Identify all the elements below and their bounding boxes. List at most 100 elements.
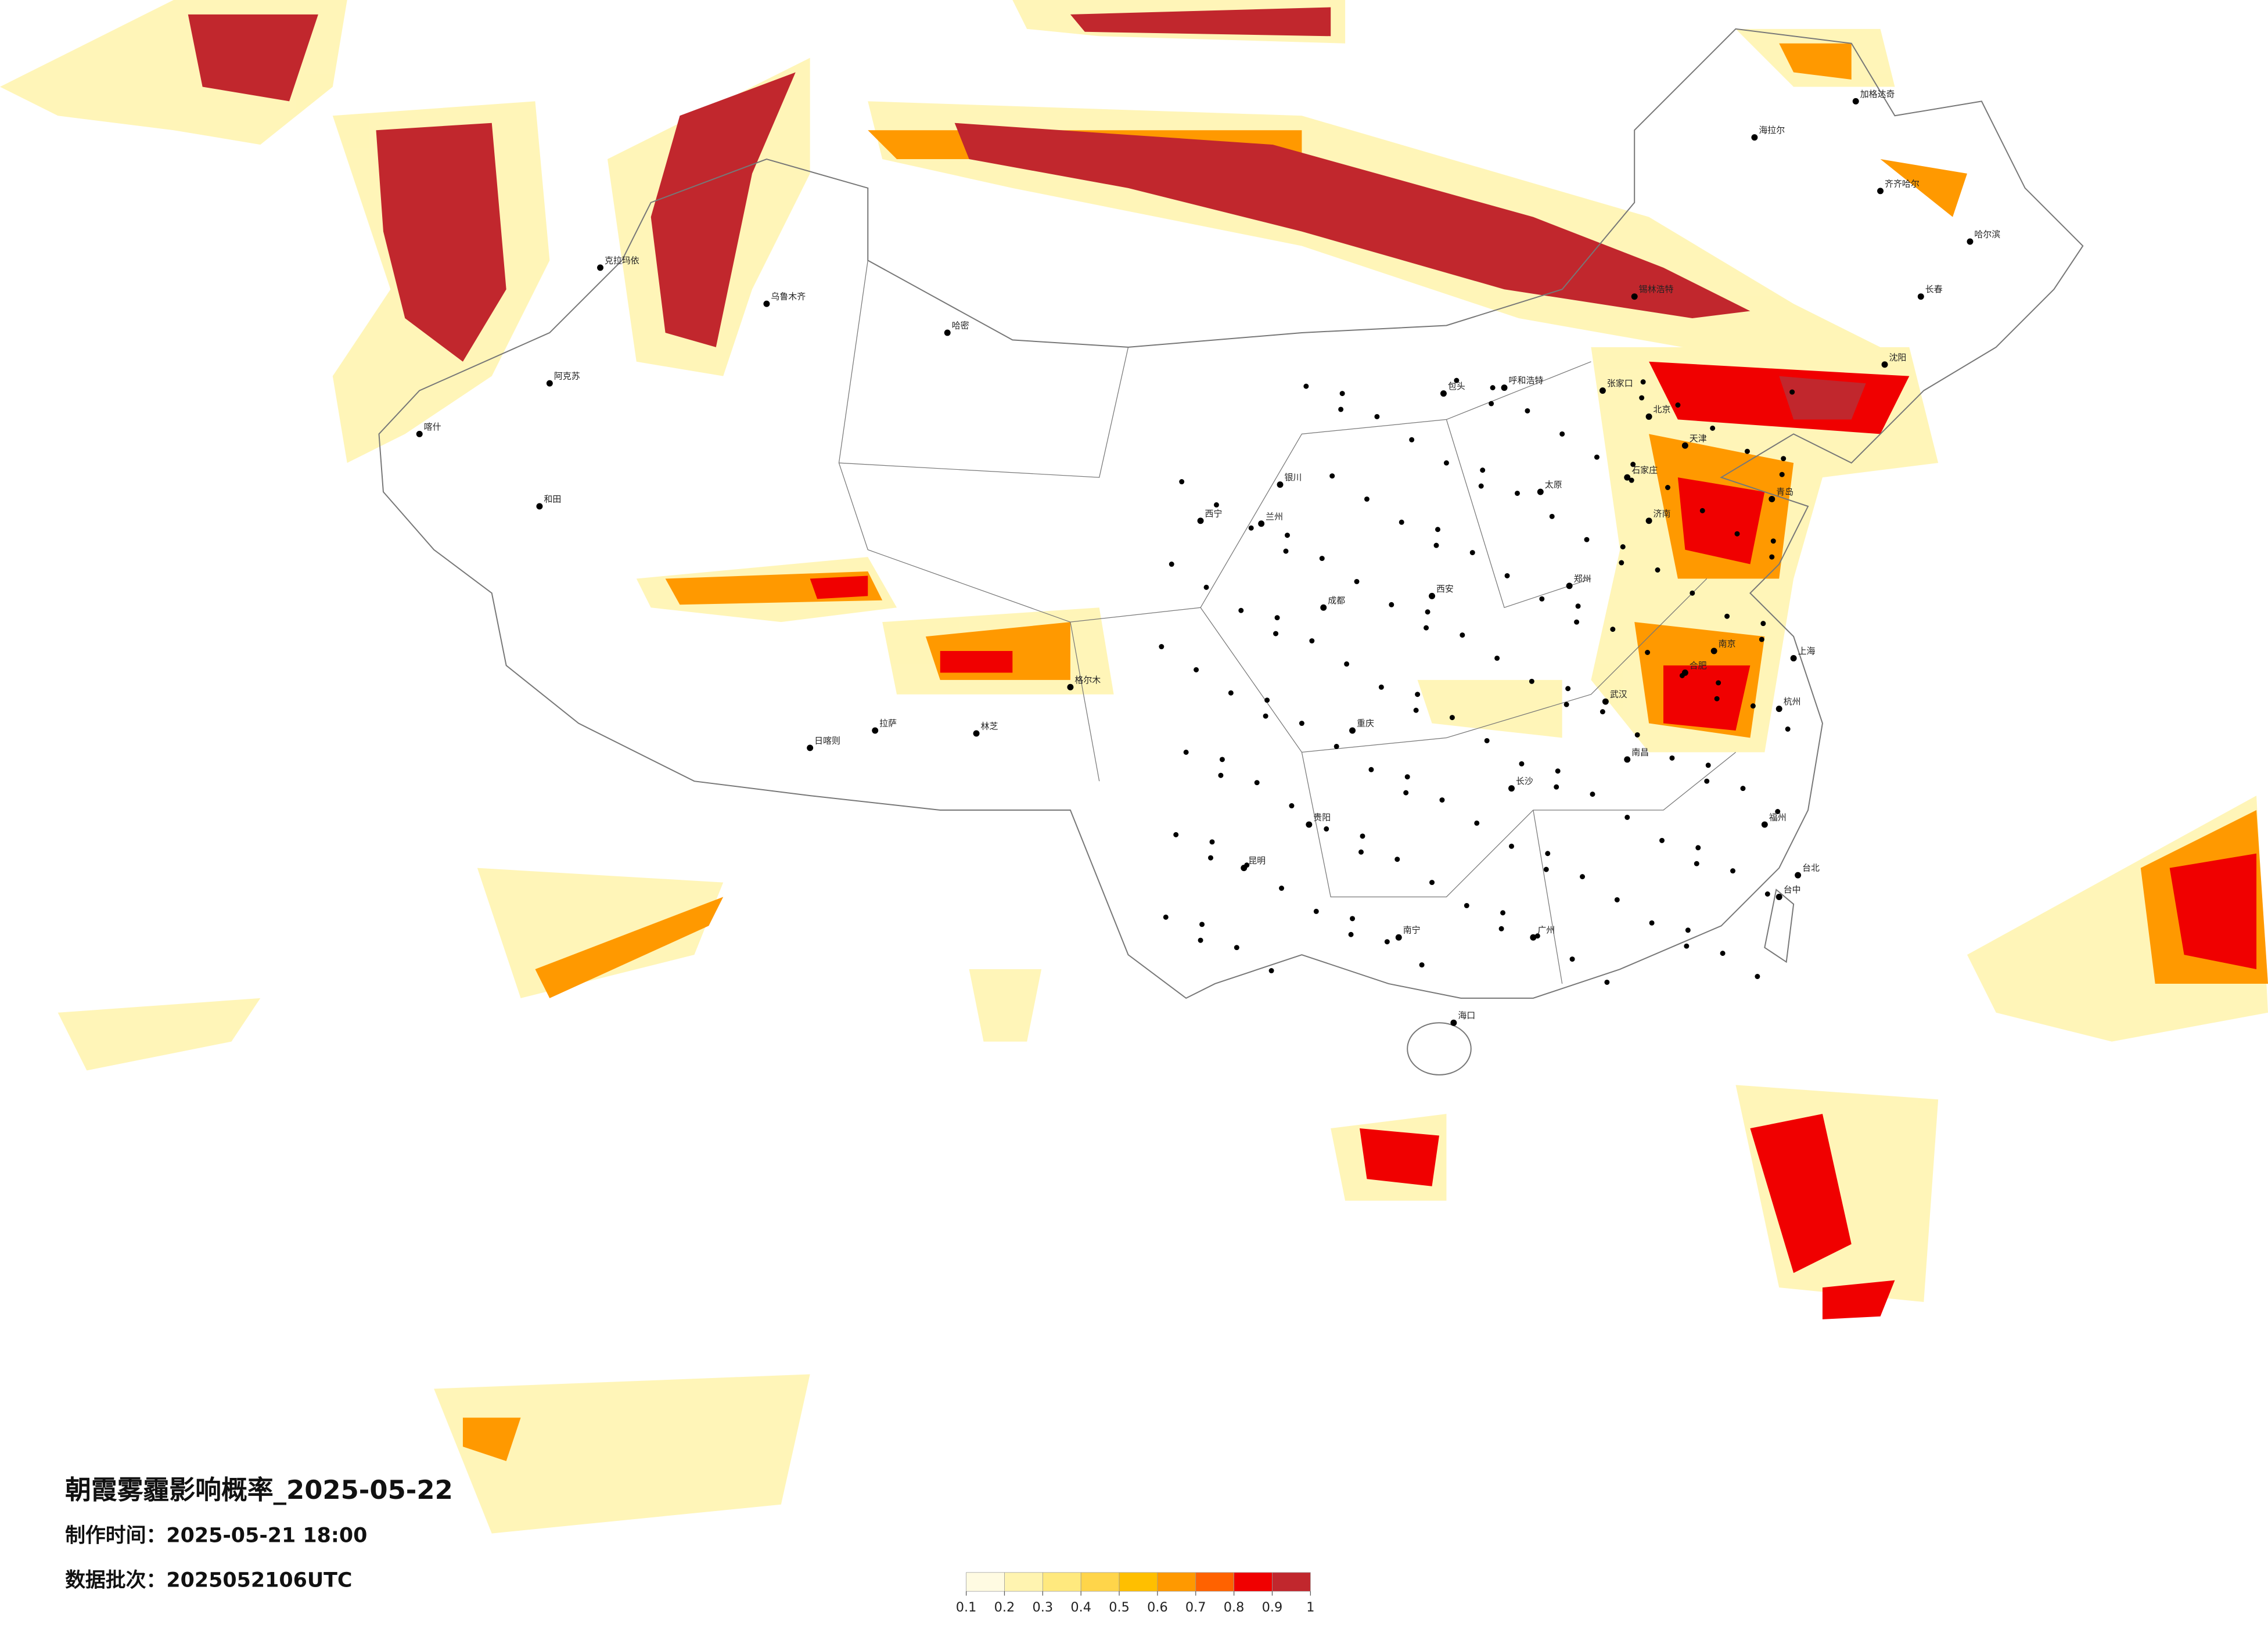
- station-dot: [1425, 609, 1430, 615]
- station-dot: [1228, 690, 1234, 696]
- colorbar-label: 0.2: [994, 1600, 1015, 1615]
- taiwan: [1764, 888, 1795, 963]
- station-dot: [1509, 843, 1514, 849]
- station-dot: [1594, 454, 1600, 460]
- colorbar-label: 0.7: [1185, 1600, 1206, 1615]
- city-dot: [872, 727, 879, 734]
- station-dot: [1263, 713, 1268, 719]
- colorbar-label: 0.3: [1033, 1600, 1054, 1615]
- station-dot: [1329, 473, 1335, 479]
- city-dot: [1775, 894, 1782, 900]
- city-label: 南京: [1719, 639, 1736, 649]
- city-label: 哈密: [952, 320, 969, 330]
- station-dot: [1344, 661, 1350, 667]
- city-dot: [1795, 872, 1802, 879]
- station-dot: [1565, 686, 1571, 692]
- city-label: 齐齐哈尔: [1885, 178, 1920, 189]
- station-dot: [1730, 868, 1736, 874]
- station-dot: [1789, 389, 1795, 395]
- city-dot: [1917, 293, 1924, 300]
- station-dot: [1684, 943, 1690, 949]
- station-dot: [1348, 931, 1354, 937]
- station-dot: [1378, 684, 1384, 690]
- station-dot: [1490, 385, 1496, 391]
- station-dot: [1785, 726, 1791, 732]
- station-dot: [1694, 861, 1699, 866]
- station-dot: [1439, 797, 1445, 803]
- station-dot: [1569, 956, 1575, 962]
- station-dot: [1699, 508, 1705, 513]
- station-dot: [1364, 496, 1370, 502]
- station-dot: [1404, 774, 1410, 780]
- station-dot: [1389, 602, 1394, 607]
- city-dot: [1751, 134, 1758, 141]
- city-label: 福州: [1769, 812, 1787, 822]
- station-dot: [1254, 780, 1260, 786]
- station-dot: [1620, 544, 1626, 550]
- city-label: 沈阳: [1889, 352, 1907, 362]
- city-label: 和田: [544, 494, 561, 504]
- city-label: 哈尔滨: [1974, 229, 2000, 240]
- station-dot: [1640, 379, 1646, 385]
- city-dot: [973, 730, 980, 737]
- station-dot: [1504, 573, 1510, 578]
- station-dot: [1248, 525, 1254, 531]
- city-dot: [1645, 517, 1652, 524]
- station-dot: [1764, 891, 1770, 897]
- colorbar-swatch: [1157, 1572, 1196, 1592]
- city-label: 银川: [1285, 472, 1302, 483]
- station-dot: [1514, 490, 1520, 496]
- city-label: 兰州: [1266, 511, 1283, 521]
- city-label: 长春: [1925, 284, 1943, 294]
- station-dot: [1610, 627, 1616, 632]
- station-dot: [1534, 933, 1540, 939]
- station-dot: [1358, 849, 1364, 855]
- data-batch: 数据批次：2025052106UTC: [65, 1569, 352, 1592]
- city-label: 武汉: [1610, 689, 1627, 700]
- station-dot: [1374, 413, 1380, 419]
- city-label: 包头: [1448, 381, 1465, 391]
- station-dot: [1604, 979, 1610, 985]
- city-dots: [416, 98, 1974, 1026]
- station-dot: [1575, 603, 1581, 609]
- city-label: 济南: [1654, 508, 1671, 519]
- city-label: 合肥: [1690, 660, 1707, 671]
- station-dot: [1549, 513, 1555, 519]
- station-dot: [1679, 672, 1685, 678]
- colorbar-label: 0.6: [1147, 1600, 1168, 1615]
- colorbar-label: 0.4: [1070, 1600, 1091, 1615]
- station-dot: [1429, 880, 1435, 886]
- station-dot: [1685, 927, 1691, 933]
- station-dot: [1449, 715, 1455, 721]
- station-dot: [1469, 550, 1475, 556]
- station-dot: [1624, 814, 1630, 820]
- station-dot: [1299, 721, 1304, 726]
- city-dot: [763, 300, 770, 307]
- city-label: 南宁: [1403, 925, 1421, 936]
- colorbar-swatch: [1234, 1572, 1273, 1592]
- station-dot: [1194, 667, 1199, 672]
- station-dot: [1464, 902, 1469, 908]
- station-dot: [1303, 383, 1309, 389]
- station-dot: [1283, 548, 1289, 554]
- city-label: 喀什: [424, 422, 441, 432]
- city-dot: [1197, 517, 1204, 524]
- station-dot: [1659, 837, 1665, 843]
- colorbar-label: 0.8: [1224, 1600, 1245, 1615]
- station-dot: [1339, 391, 1345, 397]
- colorbar-swatch: [1195, 1572, 1234, 1592]
- city-dot: [1501, 384, 1508, 391]
- city-label: 林芝: [981, 721, 998, 732]
- station-dot: [1435, 527, 1440, 533]
- city-dot: [597, 264, 604, 271]
- city-dot: [1852, 98, 1859, 105]
- station-dot: [1554, 784, 1559, 790]
- city-dot: [1769, 495, 1775, 502]
- station-dot: [1354, 578, 1360, 584]
- china-outline: [378, 28, 2084, 999]
- station-dot: [1350, 916, 1356, 922]
- city-dot: [1429, 592, 1436, 599]
- probability-field: [0, 0, 2268, 1534]
- station-dot: [1775, 809, 1781, 814]
- station-dot: [1169, 562, 1174, 567]
